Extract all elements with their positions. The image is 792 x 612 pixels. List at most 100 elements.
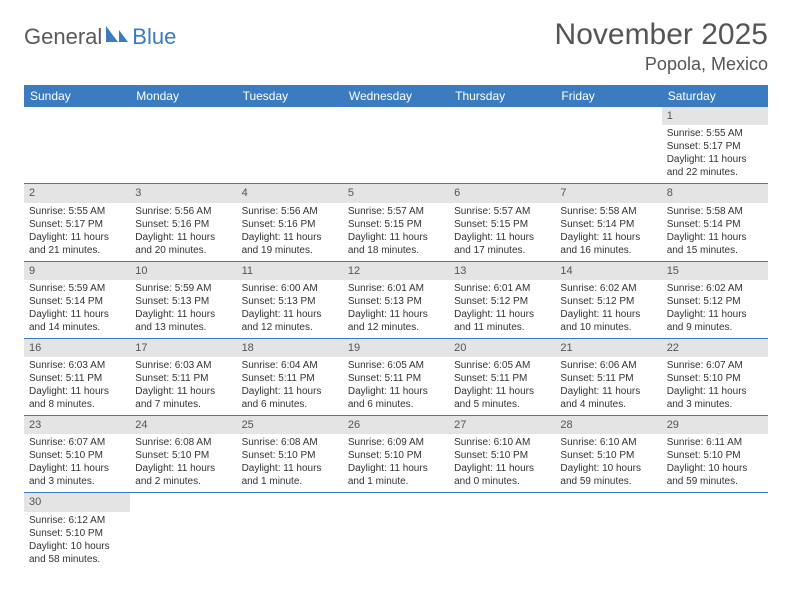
day-body: Sunrise: 6:08 AMSunset: 5:10 PMDaylight:… [130, 434, 236, 492]
calendar-cell: 16Sunrise: 6:03 AMSunset: 5:11 PMDayligh… [24, 338, 130, 415]
sunrise-text: Sunrise: 5:57 AM [348, 205, 444, 218]
weekday-header: Sunday [24, 85, 130, 107]
sunset-text: Sunset: 5:12 PM [667, 295, 763, 308]
sunrise-text: Sunrise: 6:03 AM [29, 359, 125, 372]
daylight-text: Daylight: 11 hours and 12 minutes. [242, 308, 338, 334]
day-body: Sunrise: 5:55 AMSunset: 5:17 PMDaylight:… [24, 203, 130, 261]
calendar-cell: 25Sunrise: 6:08 AMSunset: 5:10 PMDayligh… [237, 416, 343, 493]
calendar-cell [555, 493, 661, 570]
daylight-text: Daylight: 11 hours and 12 minutes. [348, 308, 444, 334]
calendar-cell: 17Sunrise: 6:03 AMSunset: 5:11 PMDayligh… [130, 338, 236, 415]
day-body: Sunrise: 5:57 AMSunset: 5:15 PMDaylight:… [449, 203, 555, 261]
sunrise-text: Sunrise: 5:55 AM [29, 205, 125, 218]
calendar-cell: 9Sunrise: 5:59 AMSunset: 5:14 PMDaylight… [24, 261, 130, 338]
sunset-text: Sunset: 5:12 PM [560, 295, 656, 308]
day-body: Sunrise: 5:58 AMSunset: 5:14 PMDaylight:… [662, 203, 768, 261]
daylight-text: Daylight: 11 hours and 14 minutes. [29, 308, 125, 334]
calendar-cell: 19Sunrise: 6:05 AMSunset: 5:11 PMDayligh… [343, 338, 449, 415]
calendar-cell [449, 107, 555, 184]
sunset-text: Sunset: 5:14 PM [560, 218, 656, 231]
day-number: 12 [343, 262, 449, 280]
calendar-row: 2Sunrise: 5:55 AMSunset: 5:17 PMDaylight… [24, 184, 768, 261]
daylight-text: Daylight: 11 hours and 3 minutes. [667, 385, 763, 411]
sunset-text: Sunset: 5:13 PM [242, 295, 338, 308]
day-number: 27 [449, 416, 555, 434]
daylight-text: Daylight: 11 hours and 6 minutes. [242, 385, 338, 411]
sunset-text: Sunset: 5:10 PM [29, 449, 125, 462]
day-body: Sunrise: 6:03 AMSunset: 5:11 PMDaylight:… [130, 357, 236, 415]
sunset-text: Sunset: 5:14 PM [29, 295, 125, 308]
calendar-row: 1Sunrise: 5:55 AMSunset: 5:17 PMDaylight… [24, 107, 768, 184]
calendar-cell: 21Sunrise: 6:06 AMSunset: 5:11 PMDayligh… [555, 338, 661, 415]
day-number: 4 [237, 184, 343, 202]
day-number: 21 [555, 339, 661, 357]
calendar-cell: 2Sunrise: 5:55 AMSunset: 5:17 PMDaylight… [24, 184, 130, 261]
sunset-text: Sunset: 5:17 PM [667, 140, 763, 153]
calendar-cell [24, 107, 130, 184]
daylight-text: Daylight: 11 hours and 18 minutes. [348, 231, 444, 257]
sunrise-text: Sunrise: 6:03 AM [135, 359, 231, 372]
sunrise-text: Sunrise: 6:01 AM [454, 282, 550, 295]
sunset-text: Sunset: 5:10 PM [667, 372, 763, 385]
page-title: November 2025 [555, 18, 768, 52]
day-body: Sunrise: 5:57 AMSunset: 5:15 PMDaylight:… [343, 203, 449, 261]
daylight-text: Daylight: 11 hours and 20 minutes. [135, 231, 231, 257]
sunrise-text: Sunrise: 6:10 AM [454, 436, 550, 449]
daylight-text: Daylight: 11 hours and 22 minutes. [667, 153, 763, 179]
day-body: Sunrise: 6:12 AMSunset: 5:10 PMDaylight:… [24, 512, 130, 570]
day-body: Sunrise: 6:01 AMSunset: 5:13 PMDaylight:… [343, 280, 449, 338]
sunrise-text: Sunrise: 6:05 AM [348, 359, 444, 372]
sunset-text: Sunset: 5:15 PM [348, 218, 444, 231]
daylight-text: Daylight: 11 hours and 21 minutes. [29, 231, 125, 257]
title-block: November 2025 Popola, Mexico [555, 18, 768, 75]
daylight-text: Daylight: 11 hours and 11 minutes. [454, 308, 550, 334]
sunrise-text: Sunrise: 5:58 AM [560, 205, 656, 218]
weekday-header: Thursday [449, 85, 555, 107]
sunrise-text: Sunrise: 6:08 AM [135, 436, 231, 449]
day-number: 2 [24, 184, 130, 202]
calendar-row: 23Sunrise: 6:07 AMSunset: 5:10 PMDayligh… [24, 416, 768, 493]
calendar-cell [130, 107, 236, 184]
calendar-cell: 1Sunrise: 5:55 AMSunset: 5:17 PMDaylight… [662, 107, 768, 184]
day-number: 29 [662, 416, 768, 434]
location: Popola, Mexico [555, 54, 768, 75]
sail-icon [104, 24, 130, 44]
calendar-row: 16Sunrise: 6:03 AMSunset: 5:11 PMDayligh… [24, 338, 768, 415]
day-body: Sunrise: 6:07 AMSunset: 5:10 PMDaylight:… [24, 434, 130, 492]
day-body: Sunrise: 6:02 AMSunset: 5:12 PMDaylight:… [662, 280, 768, 338]
day-body: Sunrise: 6:09 AMSunset: 5:10 PMDaylight:… [343, 434, 449, 492]
day-body: Sunrise: 6:05 AMSunset: 5:11 PMDaylight:… [449, 357, 555, 415]
day-number: 5 [343, 184, 449, 202]
calendar-cell: 28Sunrise: 6:10 AMSunset: 5:10 PMDayligh… [555, 416, 661, 493]
calendar-cell [555, 107, 661, 184]
calendar-row: 9Sunrise: 5:59 AMSunset: 5:14 PMDaylight… [24, 261, 768, 338]
sunset-text: Sunset: 5:10 PM [29, 527, 125, 540]
weekday-header-row: Sunday Monday Tuesday Wednesday Thursday… [24, 85, 768, 107]
sunset-text: Sunset: 5:11 PM [29, 372, 125, 385]
calendar-cell: 23Sunrise: 6:07 AMSunset: 5:10 PMDayligh… [24, 416, 130, 493]
calendar-cell [343, 107, 449, 184]
calendar-cell: 5Sunrise: 5:57 AMSunset: 5:15 PMDaylight… [343, 184, 449, 261]
sunrise-text: Sunrise: 6:05 AM [454, 359, 550, 372]
day-number: 3 [130, 184, 236, 202]
sunrise-text: Sunrise: 6:10 AM [560, 436, 656, 449]
weekday-header: Friday [555, 85, 661, 107]
sunset-text: Sunset: 5:10 PM [242, 449, 338, 462]
day-body: Sunrise: 6:02 AMSunset: 5:12 PMDaylight:… [555, 280, 661, 338]
day-number: 11 [237, 262, 343, 280]
sunrise-text: Sunrise: 5:59 AM [29, 282, 125, 295]
day-body: Sunrise: 5:59 AMSunset: 5:13 PMDaylight:… [130, 280, 236, 338]
daylight-text: Daylight: 11 hours and 0 minutes. [454, 462, 550, 488]
sunset-text: Sunset: 5:11 PM [242, 372, 338, 385]
calendar-cell: 10Sunrise: 5:59 AMSunset: 5:13 PMDayligh… [130, 261, 236, 338]
day-body: Sunrise: 5:58 AMSunset: 5:14 PMDaylight:… [555, 203, 661, 261]
calendar-cell: 15Sunrise: 6:02 AMSunset: 5:12 PMDayligh… [662, 261, 768, 338]
day-number: 10 [130, 262, 236, 280]
sunset-text: Sunset: 5:10 PM [454, 449, 550, 462]
sunset-text: Sunset: 5:11 PM [348, 372, 444, 385]
sunrise-text: Sunrise: 5:56 AM [135, 205, 231, 218]
daylight-text: Daylight: 11 hours and 8 minutes. [29, 385, 125, 411]
sunset-text: Sunset: 5:11 PM [454, 372, 550, 385]
day-number: 24 [130, 416, 236, 434]
calendar-cell: 30Sunrise: 6:12 AMSunset: 5:10 PMDayligh… [24, 493, 130, 570]
